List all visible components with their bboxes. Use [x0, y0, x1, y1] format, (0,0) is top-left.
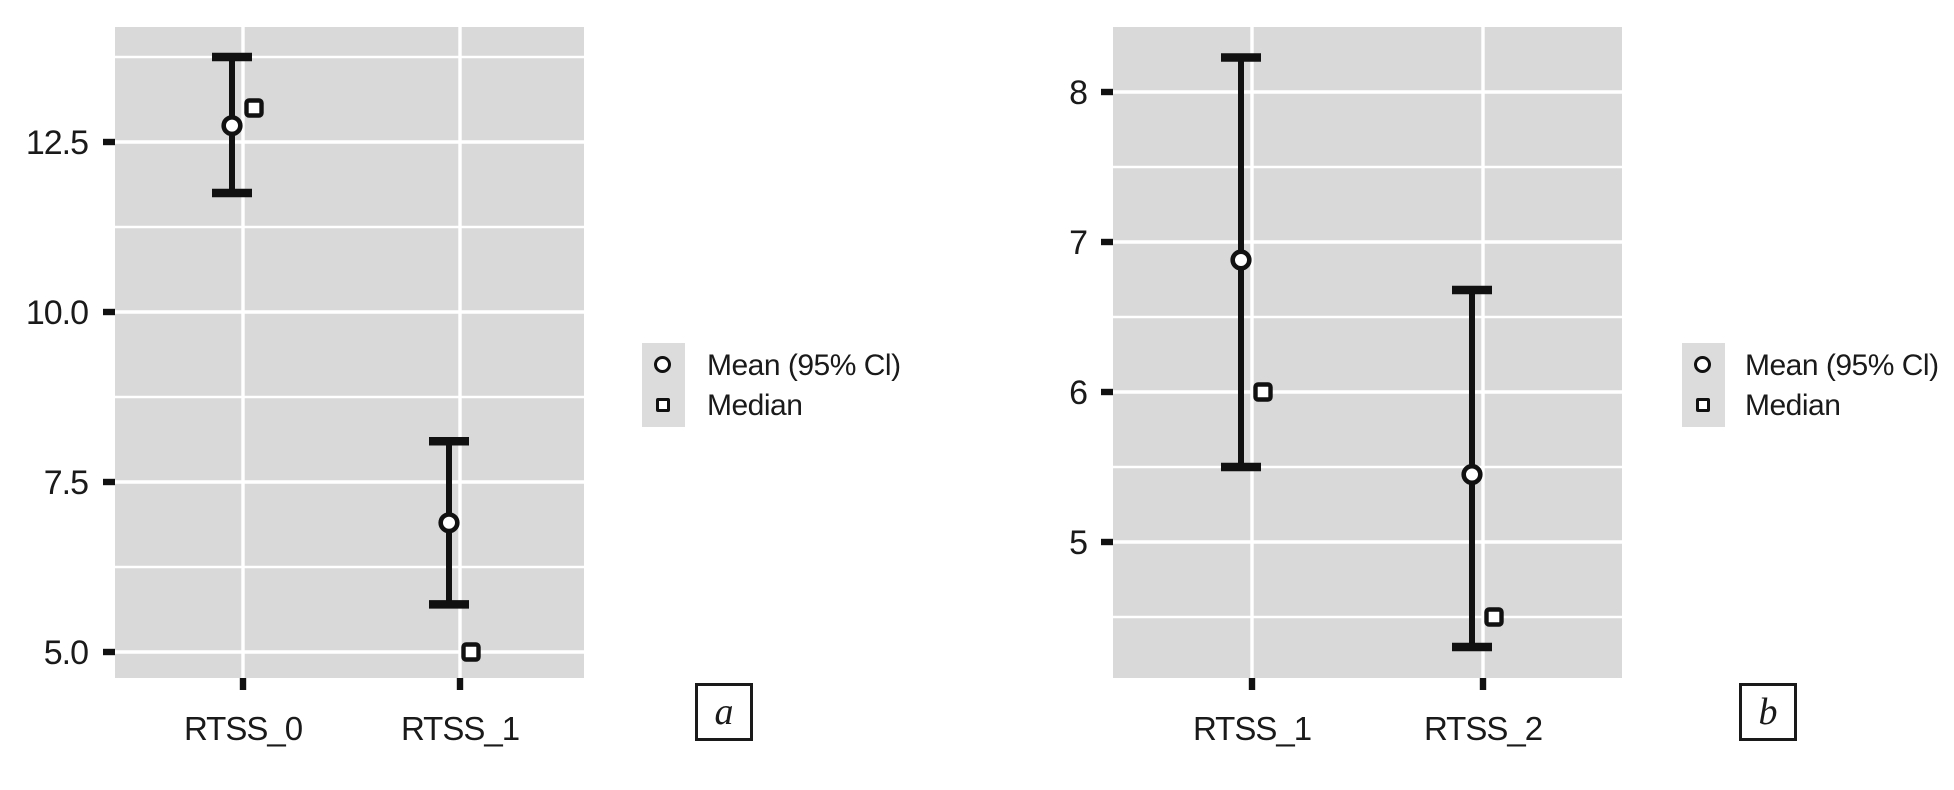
legend-label-mean: Mean (95% Cl): [1745, 349, 1939, 382]
legend-label-median: Median: [1745, 389, 1841, 422]
plot-panel: [1113, 27, 1622, 678]
y-axis-tick: [1101, 388, 1113, 396]
median-marker: [244, 98, 264, 118]
panel-letter-a: a: [695, 683, 753, 741]
y-tick-label: 5.0: [44, 634, 88, 672]
y-tick-label: 7: [1069, 224, 1087, 262]
mean-marker: [1230, 249, 1252, 271]
x-axis-tick: [1248, 678, 1256, 690]
y-tick-label: 8: [1069, 74, 1087, 112]
y-axis-tick: [103, 138, 115, 146]
y-tick-label: 10.0: [26, 294, 88, 332]
y-tick-label: 5: [1069, 524, 1087, 562]
y-tick-label: 7.5: [44, 464, 88, 502]
mean-marker: [1461, 463, 1483, 486]
median-square-icon: [656, 398, 670, 412]
median-marker: [1253, 382, 1273, 402]
x-axis-tick: [239, 678, 247, 690]
x-tick-label: RTSS_1: [1193, 710, 1311, 747]
y-tick-label: 12.5: [26, 124, 88, 162]
y-axis-tick: [1101, 238, 1113, 246]
chart-panel-b: 5 6 7 8 RTSS_1 RTSS_2: [1069, 27, 1622, 747]
x-axis-tick: [456, 678, 464, 690]
legend-label-median: Median: [707, 389, 803, 422]
y-axis-tick: [1101, 88, 1113, 96]
mean-circle-icon: [1694, 356, 1711, 373]
median-marker: [461, 642, 481, 662]
x-tick-label: RTSS_2: [1424, 710, 1542, 747]
chart-panel-a: 5.0 7.5 10.0 12.5 RTSS_0 RTSS_1: [26, 27, 584, 747]
y-axis-tick: [103, 648, 115, 656]
panel-letter-b: b: [1739, 683, 1797, 741]
plot-panel: [115, 27, 584, 678]
y-axis-tick: [103, 308, 115, 316]
median-square-icon: [1696, 398, 1710, 412]
y-axis-tick: [103, 478, 115, 486]
x-axis-tick: [1479, 678, 1487, 690]
median-marker: [1484, 607, 1504, 627]
x-tick-label: RTSS_0: [184, 710, 303, 747]
mean-marker: [438, 512, 460, 534]
legend-label-mean: Mean (95% Cl): [707, 349, 901, 382]
x-tick-label: RTSS_1: [401, 710, 519, 747]
y-tick-label: 6: [1069, 374, 1087, 412]
mean-circle-icon: [654, 356, 671, 373]
y-axis-tick: [1101, 538, 1113, 546]
mean-marker: [221, 115, 243, 137]
